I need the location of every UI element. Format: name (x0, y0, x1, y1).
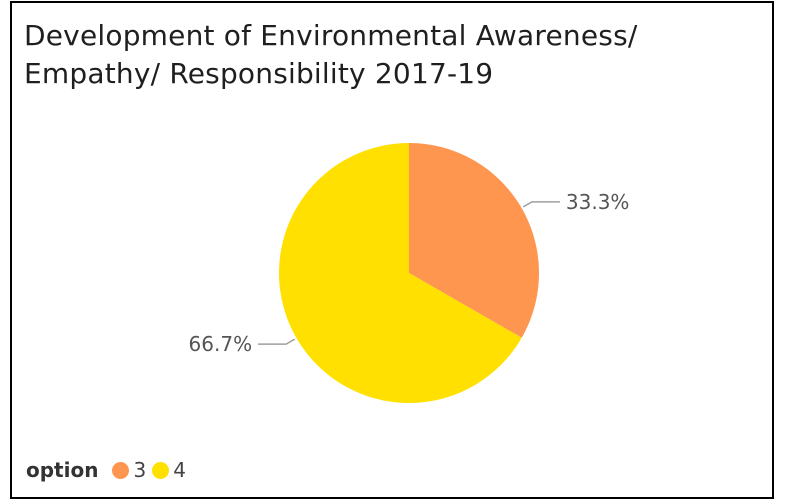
legend: option 3 4 (26, 455, 192, 485)
leader-line-3 (522, 201, 560, 208)
pie-chart: 33.3% 66.7% (189, 143, 630, 403)
data-label-3: 33.3% (566, 190, 630, 214)
chart-title-line-2: Empathy/ Responsibility 2017-19 (24, 57, 494, 90)
legend-swatch-4 (152, 461, 170, 479)
leader-line-4 (258, 338, 296, 345)
chart-title-line-1: Development of Environmental Awareness/ (24, 19, 638, 52)
pie-slice-3[interactable] (409, 143, 539, 338)
legend-title: option (26, 458, 99, 482)
legend-swatch-3 (112, 461, 130, 479)
legend-item-3[interactable]: 3 (112, 458, 148, 482)
legend-item-4[interactable]: 4 (152, 458, 188, 482)
pie-slice-4[interactable] (279, 143, 522, 403)
legend-label-3: 3 (133, 458, 147, 482)
chart-card: Development of Environmental Awareness/ … (10, 1, 774, 499)
chart-title: Development of Environmental Awareness/ … (24, 17, 764, 93)
data-label-4: 66.7% (189, 332, 253, 356)
legend-label-4: 4 (173, 458, 186, 482)
